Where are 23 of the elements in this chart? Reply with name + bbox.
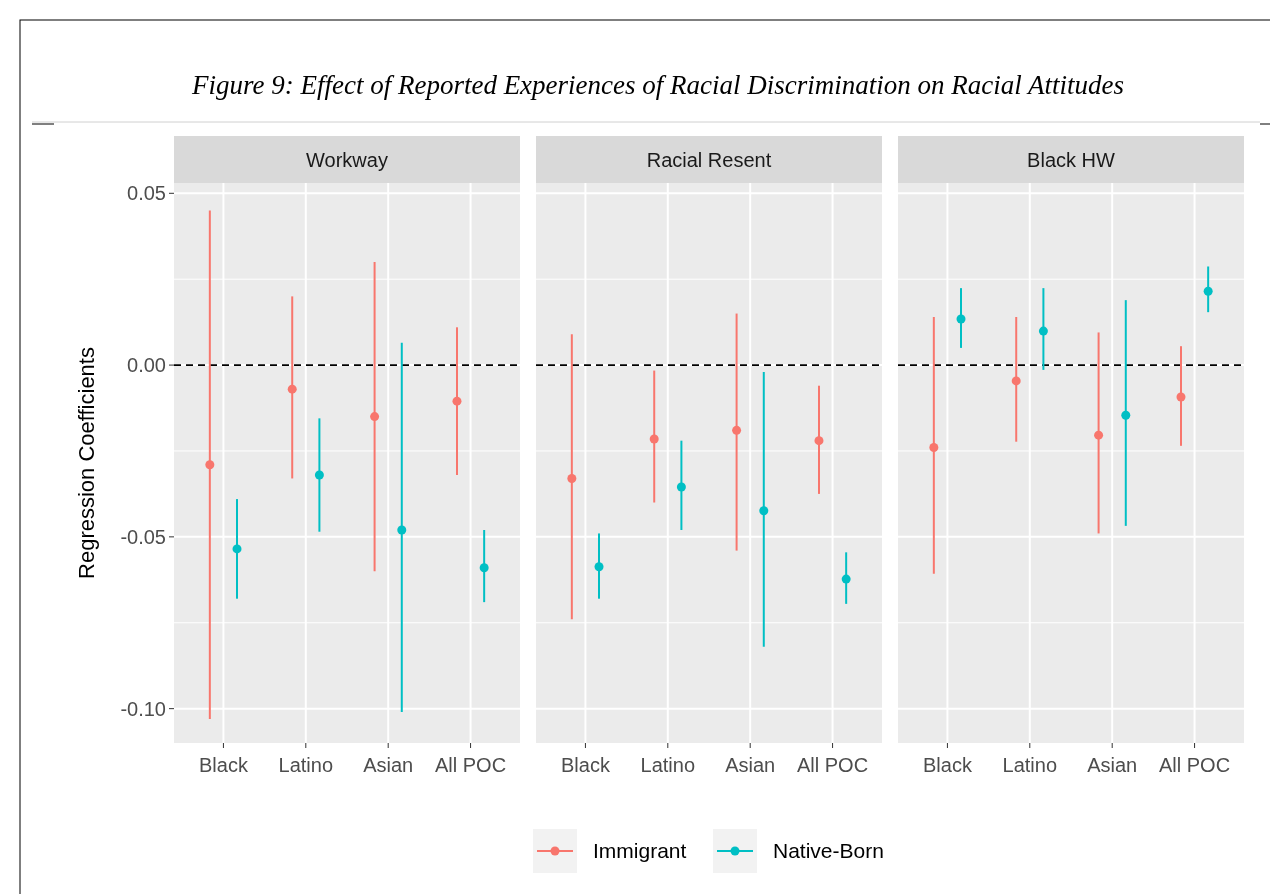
y-tick-label: -0.10: [120, 697, 166, 720]
y-axis-title: Regression Coefficients: [74, 347, 99, 579]
chart-title: Black HW: [1027, 148, 1116, 171]
y-tick-label: 0.00: [127, 354, 166, 377]
x-tick-label: Black: [922, 754, 973, 776]
x-tick-label: All POC: [435, 754, 507, 776]
x-tick-label: Black: [198, 754, 249, 776]
x-tick-label: Asian: [1087, 754, 1138, 776]
x-tick-label: Asian: [725, 754, 776, 776]
x-tick-label: All POC: [1159, 754, 1231, 776]
chart-title: Workway: [306, 148, 388, 171]
x-tick-label: Latino: [640, 754, 696, 776]
chart-title: Racial Resent: [646, 148, 772, 171]
y-tick-label: 0.05: [127, 182, 166, 205]
x-tick-label: Asian: [363, 754, 414, 776]
x-tick-label: All POC: [797, 754, 869, 776]
y-tick-label: -0.05: [120, 525, 166, 548]
x-tick-label: Black: [560, 754, 611, 776]
caption: Figure 9: Effect of Reported Experiences of Racial Discrimination on Racial Attitudes: [190, 70, 1125, 100]
x-tick-label: Latino: [278, 754, 334, 776]
legend-label: Immigrant: [593, 839, 687, 862]
x-tick-label: Latino: [1002, 754, 1058, 776]
legend-label: Native-Born: [773, 839, 884, 862]
